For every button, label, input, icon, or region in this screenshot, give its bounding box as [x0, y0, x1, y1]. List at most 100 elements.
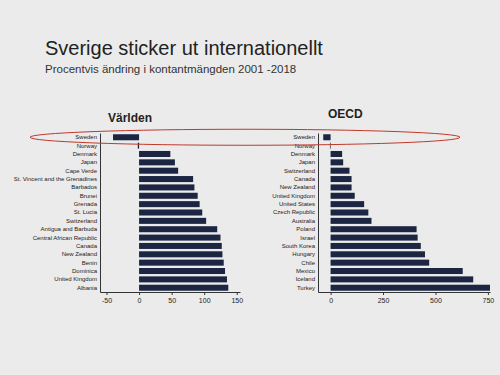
- x-tick-mark: [435, 292, 436, 295]
- chart: OECD0250500750SwedenNorwayDenmarkJapanSw…: [272, 107, 494, 304]
- y-tick-label: Sweden: [75, 134, 97, 140]
- subtitle: Procentvis ändring i kontantmängden 2001…: [45, 63, 296, 75]
- y-tick: Sweden: [293, 134, 318, 140]
- y-tick-label: Denmark: [73, 151, 98, 157]
- y-tick: Switzerland: [66, 218, 100, 224]
- y-tick: Switzerland: [284, 168, 318, 174]
- x-tick: 0: [329, 292, 333, 304]
- bar: [331, 268, 463, 274]
- y-axis-line: [100, 134, 101, 293]
- x-tick: 100: [199, 292, 211, 304]
- x-tick-label: 50: [168, 297, 176, 304]
- bar: [139, 184, 194, 190]
- bar: [331, 285, 490, 291]
- bars: [323, 134, 490, 290]
- y-tick: Japan: [81, 159, 100, 165]
- x-tick: 0: [138, 292, 142, 304]
- y-tick-label: Central African Republic: [33, 234, 97, 240]
- y-tick: United Kingdom: [272, 193, 318, 199]
- bar: [331, 176, 352, 182]
- y-tick: Poland: [296, 226, 318, 232]
- y-tick: South Korea: [282, 243, 318, 249]
- x-axis: 0250500750: [319, 292, 495, 304]
- y-tick-label: Czech Republic: [273, 209, 315, 215]
- x-tick-mark: [204, 292, 205, 295]
- y-tick-label: Canada: [76, 243, 98, 249]
- y-tick-label: Antigua and Barbuda: [41, 226, 98, 232]
- y-tick-label: Dominica: [72, 268, 98, 274]
- x-tick: 250: [378, 292, 390, 304]
- y-tick: Canada: [294, 176, 318, 182]
- y-tick-label: Norway: [295, 143, 315, 149]
- bar: [139, 285, 228, 291]
- x-tick-mark: [139, 292, 140, 295]
- y-tick: Israel: [300, 234, 318, 240]
- y-tick: Turkey: [297, 285, 318, 291]
- bar: [331, 201, 365, 207]
- y-tick-label: St. Lucia: [74, 209, 98, 215]
- x-tick: 150: [231, 292, 243, 304]
- y-tick-label: Brunei: [80, 193, 97, 199]
- y-tick: Norway: [295, 143, 318, 149]
- y-tick-label: New Zealand: [280, 184, 315, 190]
- x-tick-mark: [237, 292, 238, 295]
- y-tick: Czech Republic: [273, 209, 318, 215]
- x-tick-mark: [383, 292, 384, 295]
- bar: [331, 151, 343, 157]
- y-tick: Japan: [299, 159, 318, 165]
- y-tick-label: Sweden: [293, 134, 315, 140]
- x-tick-label: 100: [199, 297, 211, 304]
- bar: [331, 260, 430, 266]
- y-tick-label: Turkey: [297, 285, 315, 291]
- bar: [139, 276, 227, 282]
- slide: Sverige sticker ut internationellt Procen…: [0, 0, 500, 375]
- y-tick: Australia: [292, 218, 318, 224]
- bar: [139, 268, 225, 274]
- x-tick-mark: [488, 292, 489, 295]
- x-tick-label: 750: [483, 297, 495, 304]
- bar: [331, 193, 355, 199]
- bar: [139, 260, 224, 266]
- y-tick: Hungary: [292, 251, 318, 257]
- y-tick: Canada: [76, 243, 100, 249]
- x-tick-label: -50: [102, 297, 112, 304]
- y-tick-label: United States: [279, 201, 315, 207]
- y-tick: Chile: [301, 260, 318, 266]
- bar: [138, 143, 139, 149]
- chart-title: Världen: [108, 111, 152, 125]
- bar: [139, 176, 193, 182]
- bar: [331, 243, 421, 249]
- y-tick-label: Japan: [299, 159, 315, 165]
- y-tick-label: Hungary: [292, 251, 315, 257]
- y-tick: Albania: [77, 285, 100, 291]
- bar: [113, 134, 139, 140]
- y-tick-label: New Zealand: [62, 251, 97, 257]
- y-tick: Barbados: [71, 184, 100, 190]
- y-tick-label: Barbados: [71, 184, 97, 190]
- y-tick-label: United Kingdom: [54, 276, 97, 282]
- bar: [331, 184, 352, 190]
- x-tick: 50: [168, 292, 176, 304]
- y-tick-label: Switzerland: [66, 218, 97, 224]
- title: Sverige sticker ut internationellt: [45, 37, 323, 59]
- bar: [331, 159, 344, 165]
- chart-title: OECD: [328, 107, 363, 121]
- y-tick-label: Grenada: [74, 201, 98, 207]
- y-tick: Benin: [82, 260, 100, 266]
- x-tick-label: 150: [231, 297, 243, 304]
- x-axis-line: [319, 292, 491, 293]
- y-tick: St. Vincent and the Grenadines: [14, 176, 100, 182]
- bar: [323, 134, 330, 140]
- y-tick: Sweden: [75, 134, 100, 140]
- y-tick-label: Mexico: [296, 268, 316, 274]
- y-tick-label: Poland: [296, 226, 315, 232]
- bar: [331, 251, 425, 257]
- y-tick-label: Albania: [77, 285, 98, 291]
- y-tick: Central African Republic: [33, 234, 100, 240]
- y-tick: Denmark: [73, 151, 100, 157]
- y-tick-label: Iceland: [296, 276, 315, 282]
- x-tick: -50: [102, 292, 112, 304]
- y-tick: New Zealand: [62, 251, 100, 257]
- y-tick-label: Switzerland: [284, 168, 315, 174]
- x-tick-mark: [331, 292, 332, 295]
